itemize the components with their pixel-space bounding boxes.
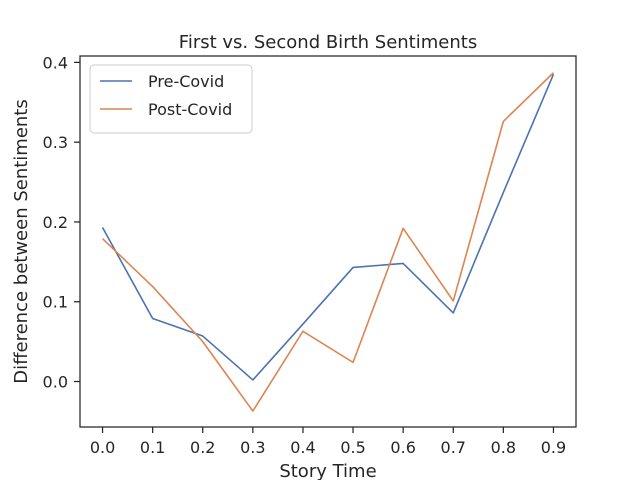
y-axis-ticks: 0.0 0.1 0.2 0.3 0.4 [43,53,80,392]
y-axis-title: Difference between Sentiments [11,99,32,384]
series-line-post-covid [101,72,555,412]
legend-box [89,64,253,134]
x-tick-label: 0.5 [340,438,365,457]
y-tick-label: 0.4 [43,53,68,72]
legend: Pre-Covid Post-Covid [89,64,253,134]
y-tick-label: 0.0 [43,373,68,392]
x-tick-label: 0.8 [491,438,516,457]
y-tick-label: 0.1 [43,293,68,312]
x-tick-label: 0.1 [140,438,165,457]
legend-label: Post-Covid [148,100,232,119]
series-line-pre-covid [101,74,555,381]
x-tick-label: 0.0 [90,438,115,457]
x-axis-title: Story Time [279,461,376,480]
x-tick-label: 0.9 [541,438,566,457]
x-tick-label: 0.7 [441,438,466,457]
chart-title: First vs. Second Birth Sentiments [179,32,477,53]
legend-label: Pre-Covid [148,72,224,91]
plot-frame [79,55,577,428]
x-tick-label: 0.3 [240,438,265,457]
x-axis-ticks: 0.0 0.1 0.2 0.3 0.4 0.5 0.6 0.7 0.8 0.9 [90,427,566,457]
y-tick-label: 0.3 [43,133,68,152]
x-tick-label: 0.4 [290,438,315,457]
series-layer [101,72,555,412]
y-tick-label: 0.2 [43,213,68,232]
x-tick-label: 0.6 [390,438,415,457]
x-tick-label: 0.2 [190,438,215,457]
